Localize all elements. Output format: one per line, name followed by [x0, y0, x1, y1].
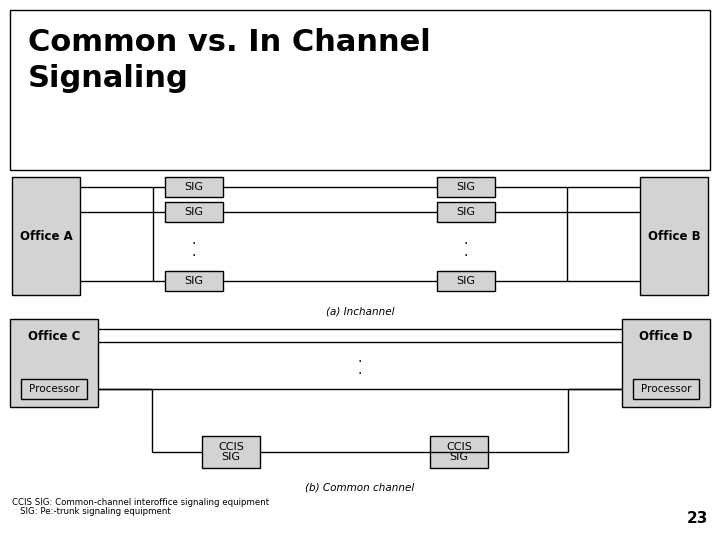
- FancyBboxPatch shape: [21, 379, 87, 399]
- Text: SIG: SIG: [456, 276, 475, 286]
- Text: .: .: [192, 233, 196, 247]
- Text: Office B: Office B: [648, 230, 701, 242]
- Text: Common vs. In Channel: Common vs. In Channel: [28, 28, 431, 57]
- Text: Processor: Processor: [29, 384, 79, 394]
- Text: .: .: [358, 363, 362, 377]
- FancyBboxPatch shape: [640, 177, 708, 295]
- FancyBboxPatch shape: [10, 10, 710, 170]
- Text: SIG: SIG: [184, 276, 204, 286]
- FancyBboxPatch shape: [437, 202, 495, 222]
- FancyBboxPatch shape: [430, 436, 488, 468]
- FancyBboxPatch shape: [10, 319, 98, 407]
- Text: (b) Common channel: (b) Common channel: [305, 482, 415, 492]
- Text: SIG: SIG: [456, 182, 475, 192]
- Text: SIG: SIG: [456, 207, 475, 217]
- Text: .: .: [358, 352, 362, 366]
- FancyBboxPatch shape: [437, 177, 495, 197]
- Text: (a) Inchannel: (a) Inchannel: [325, 307, 395, 317]
- Text: Office C: Office C: [28, 330, 80, 343]
- Text: 23: 23: [687, 511, 708, 526]
- Text: Processor: Processor: [641, 384, 691, 394]
- FancyBboxPatch shape: [165, 202, 223, 222]
- FancyBboxPatch shape: [165, 271, 223, 291]
- Text: CCIS: CCIS: [446, 442, 472, 451]
- FancyBboxPatch shape: [622, 319, 710, 407]
- Text: SIG: SIG: [184, 182, 204, 192]
- FancyBboxPatch shape: [202, 436, 260, 468]
- Text: Office D: Office D: [639, 330, 693, 343]
- Text: .: .: [464, 246, 468, 260]
- Text: SIG: Pe:-trunk signaling equipment: SIG: Pe:-trunk signaling equipment: [20, 507, 171, 516]
- FancyBboxPatch shape: [12, 177, 80, 295]
- Text: .: .: [192, 246, 196, 260]
- Text: CCIS SIG: Common-channel interoffice signaling equipment: CCIS SIG: Common-channel interoffice sig…: [12, 498, 269, 507]
- Text: CCIS: CCIS: [218, 442, 244, 451]
- Text: SIG: SIG: [184, 207, 204, 217]
- Text: Signaling: Signaling: [28, 64, 189, 93]
- FancyBboxPatch shape: [437, 271, 495, 291]
- Text: Office A: Office A: [19, 230, 73, 242]
- Text: SIG: SIG: [449, 453, 469, 462]
- Text: SIG: SIG: [222, 453, 240, 462]
- FancyBboxPatch shape: [165, 177, 223, 197]
- Text: .: .: [464, 233, 468, 247]
- FancyBboxPatch shape: [633, 379, 699, 399]
